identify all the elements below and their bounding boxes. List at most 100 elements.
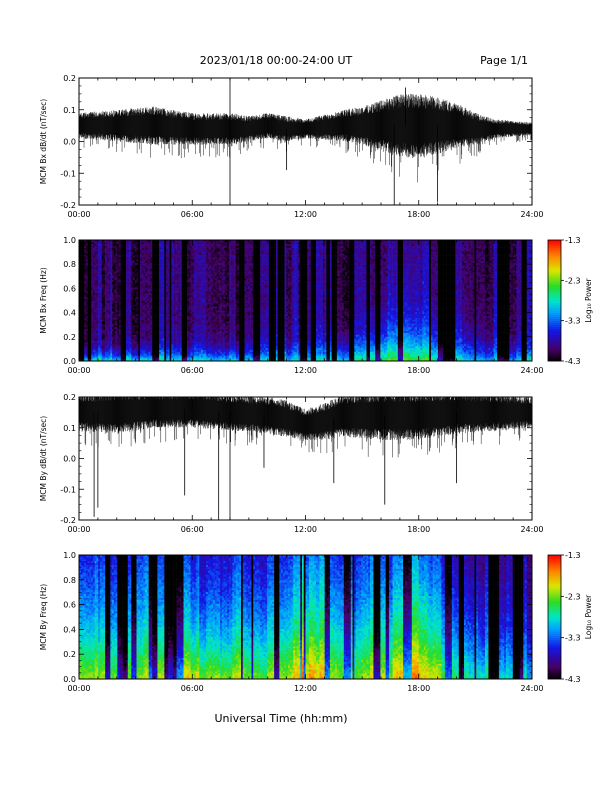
spectrogram-cell — [180, 304, 183, 307]
spectrogram-cell — [127, 325, 130, 328]
spectrogram-cell — [183, 240, 186, 243]
spectrogram-cell — [178, 281, 181, 284]
spectrogram-cell — [127, 243, 130, 246]
spectrogram-cell — [209, 311, 212, 315]
spectrogram-cell — [91, 240, 94, 243]
spectrogram-cell — [152, 342, 155, 345]
spectrogram-cell — [185, 281, 188, 284]
spectrogram-cell — [143, 275, 146, 279]
spectrogram-cell — [143, 257, 146, 260]
spectrogram-cell — [84, 277, 87, 280]
spectrogram-cell — [122, 249, 125, 252]
spectrogram-cell — [122, 340, 125, 343]
spectrogram-cell — [106, 343, 109, 347]
spectrogram-cell — [145, 249, 148, 252]
spectrogram-cell — [141, 306, 144, 309]
y-tick-label: -0.1 — [60, 169, 76, 178]
spectrogram-cell — [193, 342, 197, 345]
spectrogram-cell — [146, 279, 149, 282]
spectrogram-cell — [89, 255, 92, 258]
spectrogram-cell — [84, 258, 87, 262]
spectrogram-cell — [148, 255, 151, 258]
spectrogram-cell — [187, 247, 190, 250]
spectrogram-cell — [162, 298, 165, 301]
spectrogram-cell — [89, 266, 92, 269]
spectrogram-cell — [195, 315, 198, 318]
spectrogram-cell — [164, 243, 167, 246]
spectrogram-cell — [103, 309, 106, 313]
spectrogram-cell — [117, 308, 120, 311]
spectrogram-cell — [195, 342, 198, 345]
spectrogram-cell — [180, 357, 183, 360]
spectrogram-cell — [167, 285, 170, 288]
spectrogram-cell — [112, 323, 115, 326]
spectrogram-cell — [106, 240, 109, 243]
spectrogram-cell — [200, 251, 203, 254]
spectrogram-cell — [126, 313, 129, 316]
spectrogram-cell — [206, 279, 209, 282]
spectrogram-cell — [113, 326, 116, 330]
spectrogram-cell — [193, 353, 197, 356]
spectrogram-cell — [108, 266, 111, 269]
spectrogram-cell — [204, 323, 207, 326]
spectrogram-cell — [110, 253, 113, 256]
spectrogram-cell — [115, 338, 118, 341]
spectrogram-cell — [136, 338, 139, 341]
spectrogram-cell — [143, 332, 146, 335]
spectrogram-cell — [134, 247, 137, 250]
spectrogram-cell — [153, 325, 156, 328]
spectrogram-cell — [192, 251, 195, 254]
spectrogram-cell — [113, 264, 116, 267]
spectrogram-cell — [204, 317, 207, 320]
spectrogram-cell — [136, 343, 139, 347]
spectrogram-cell — [174, 302, 177, 305]
spectrogram-cell — [193, 304, 197, 307]
spectrogram-cell — [169, 292, 172, 296]
spectrogram-cell — [164, 292, 167, 296]
spectrogram-cell — [211, 353, 214, 356]
spectrogram-cell — [136, 277, 139, 280]
spectrogram-cell — [105, 330, 108, 333]
spectrogram-cell — [159, 251, 162, 254]
spectrogram-cell — [207, 251, 210, 254]
spectrogram-cell — [82, 268, 85, 271]
spectrogram-cell — [171, 347, 174, 350]
spectrogram-cell — [188, 292, 191, 296]
spectrogram-cell — [127, 328, 130, 332]
spectrogram-cell — [207, 302, 210, 305]
spectrogram-cell — [122, 319, 125, 322]
spectrogram-cell — [122, 247, 125, 250]
spectrogram-cell — [126, 306, 129, 309]
spectrogram-cell — [98, 241, 101, 245]
spectrogram-cell — [91, 332, 94, 335]
spectrogram-cell — [98, 291, 101, 294]
spectrogram-cell — [174, 241, 177, 245]
spectrogram-cell — [193, 241, 197, 245]
spectrogram-cell — [183, 275, 186, 279]
spectrogram-cell — [200, 255, 203, 258]
spectrogram-cell — [82, 277, 85, 280]
spectrogram-cell — [122, 257, 125, 260]
spectrogram-cell — [162, 343, 165, 347]
spectrogram-cell — [133, 359, 136, 361]
spectrogram-cell — [105, 296, 108, 299]
spectrogram-cell — [103, 338, 106, 341]
spectrogram-cell — [171, 249, 174, 252]
spectrogram-cell — [164, 330, 167, 333]
spectrogram-cell — [148, 317, 151, 320]
spectrogram-cell — [185, 317, 188, 320]
spectrogram-cell — [173, 245, 176, 248]
spectrogram-cell — [98, 262, 101, 265]
spectrogram-cell — [207, 296, 210, 299]
spectrogram-cell — [120, 330, 123, 333]
spectrogram-cell — [181, 334, 184, 337]
spectrogram-cell — [195, 332, 198, 335]
spectrogram-cell — [187, 241, 190, 245]
spectrogram-cell — [185, 304, 188, 307]
spectrogram-cell — [134, 268, 137, 271]
spectrogram-cell — [112, 279, 115, 282]
spectrogram-cell — [115, 277, 118, 280]
spectrogram-cell — [157, 270, 160, 273]
spectrogram-cell — [92, 253, 95, 256]
spectrogram-cell — [92, 243, 95, 246]
